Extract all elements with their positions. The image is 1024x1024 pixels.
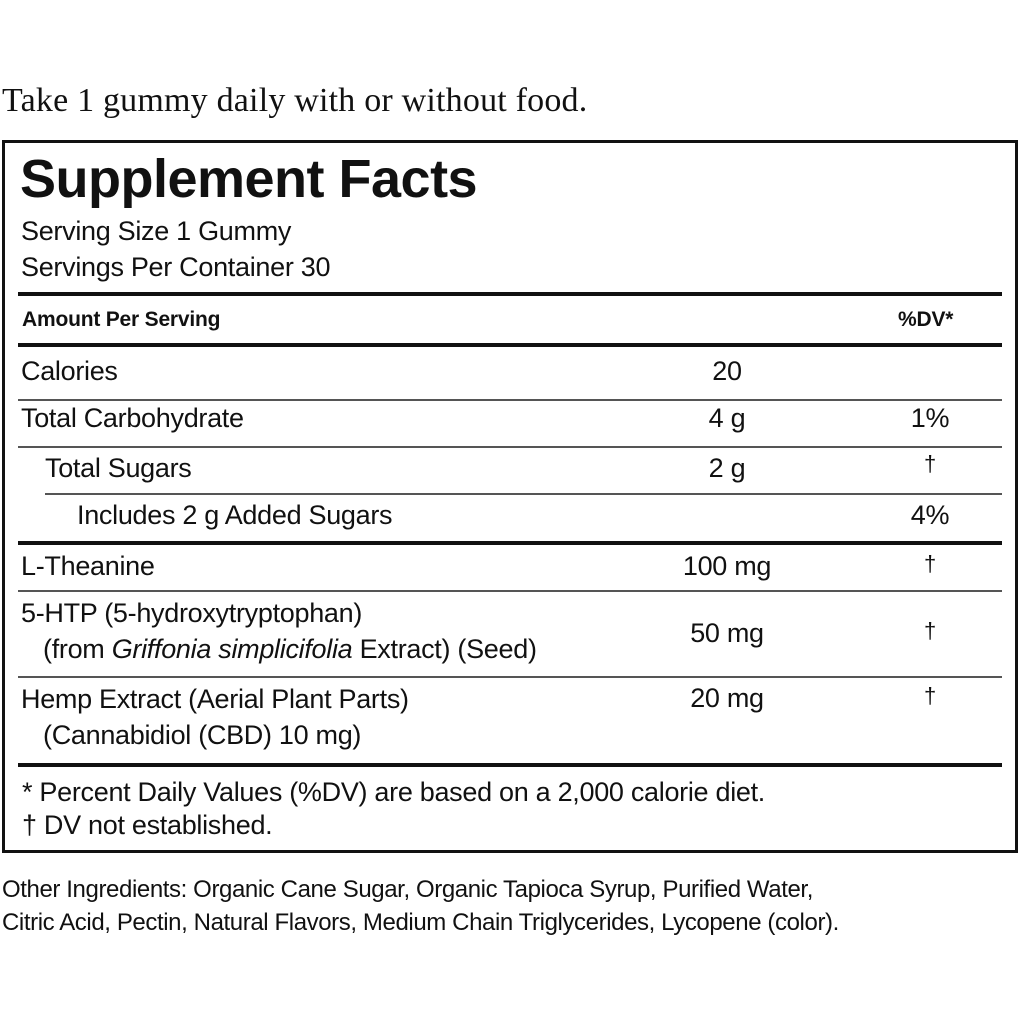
row-dv-total-sugars: †	[924, 451, 936, 476]
serving-size: Serving Size 1 Gummy	[21, 216, 292, 246]
row-divider	[18, 590, 1002, 592]
row-amount-calories: 20	[712, 356, 742, 386]
other-ingredients: Other Ingredients: Organic Cane Sugar, O…	[2, 873, 1020, 939]
row-dv-5-htp: †	[924, 618, 936, 643]
footnote-dv-not-established: † DV not established.	[22, 810, 273, 840]
row-dv-total-carbohydrate: 1%	[910, 403, 950, 433]
row-name-added-sugars: Includes 2 g Added Sugars	[77, 500, 393, 530]
row-dv-added-sugars: 4%	[910, 500, 950, 530]
divider-thick	[18, 343, 1002, 347]
row-sub-hemp-extract: (Cannabidiol (CBD) 10 mg)	[43, 720, 362, 750]
row-amount-l-theanine: 100 mg	[682, 551, 772, 581]
row-amount-hemp-extract: 20 mg	[690, 683, 764, 713]
row-amount-5-htp: 50 mg	[690, 618, 764, 648]
ingredients-line: Citric Acid, Pectin, Natural Flavors, Me…	[2, 909, 839, 936]
directions-text: Take 1 gummy daily with or without food.	[2, 82, 588, 119]
row-dv-l-theanine: †	[924, 551, 936, 576]
header-amount-per-serving: Amount Per Serving	[22, 308, 221, 331]
row-divider	[18, 399, 1002, 401]
row-amount-total-carbohydrate: 4 g	[708, 403, 746, 433]
source-prefix: (from	[43, 634, 112, 664]
source-suffix: Extract) (Seed)	[352, 634, 537, 664]
panel-title: Supplement Facts	[20, 149, 478, 209]
divider-thick	[18, 763, 1002, 767]
servings-per-container: Servings Per Container 30	[21, 252, 331, 282]
divider-thick	[18, 292, 1002, 296]
source-botanical: Griffonia simplicifolia	[111, 634, 353, 664]
header-dv: %DV*	[898, 308, 954, 331]
divider-thick	[18, 541, 1002, 545]
row-divider	[45, 493, 1002, 495]
row-name-l-theanine: L-Theanine	[21, 551, 155, 581]
row-name-5-htp: 5-HTP (5-hydroxytryptophan)	[21, 598, 363, 628]
row-dv-hemp-extract: †	[924, 683, 936, 708]
row-name-calories: Calories	[21, 356, 118, 386]
row-name-hemp-extract: Hemp Extract (Aerial Plant Parts)	[21, 684, 409, 714]
footnote-dv-basis: * Percent Daily Values (%DV) are based o…	[22, 777, 766, 807]
row-name-total-sugars: Total Sugars	[45, 453, 192, 483]
row-sub-5-htp: (from Griffonia simplicifolia Extract) (…	[43, 634, 537, 665]
row-name-total-carbohydrate: Total Carbohydrate	[21, 403, 244, 433]
row-divider	[18, 446, 1002, 448]
supplement-facts-panel: Supplement Facts Serving Size 1 Gummy Se…	[2, 140, 1018, 853]
ingredients-line: Other Ingredients: Organic Cane Sugar, O…	[2, 876, 813, 903]
row-divider	[18, 676, 1002, 678]
row-amount-total-sugars: 2 g	[708, 453, 746, 483]
